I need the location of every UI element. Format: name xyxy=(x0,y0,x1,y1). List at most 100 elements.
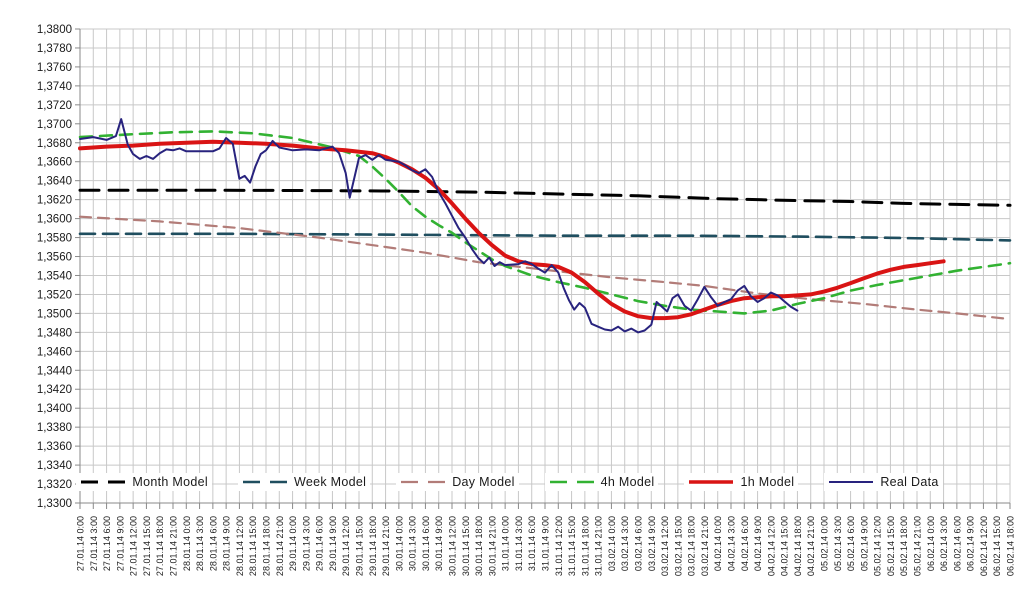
x-axis-label: 05.02.14 9:00 xyxy=(859,516,869,571)
x-axis-label: 31.01.14 21:00 xyxy=(594,516,604,576)
x-axis-label: 05.02.14 3:00 xyxy=(833,516,843,571)
y-axis-label: 1,3780 xyxy=(37,43,72,55)
y-axis-label: 1,3720 xyxy=(37,100,72,112)
x-axis-label: 27.01.14 21:00 xyxy=(169,516,179,576)
y-axis-label: 1,3740 xyxy=(37,81,72,93)
x-axis-label: 06.02.14 3:00 xyxy=(939,516,949,571)
x-axis-label: 27.01.14 0:00 xyxy=(76,516,86,571)
x-axis-label: 06.02.14 0:00 xyxy=(926,516,936,571)
x-axis-label: 06.02.14 6:00 xyxy=(952,516,962,571)
y-axis-label: 1,3380 xyxy=(37,422,72,434)
y-axis-label: 1,3480 xyxy=(37,327,72,339)
x-axis-label: 30.01.14 0:00 xyxy=(394,516,404,571)
x-axis-label: 29.01.14 3:00 xyxy=(301,516,311,571)
x-axis-label: 05.02.14 15:00 xyxy=(886,516,896,576)
x-axis-label: 31.01.14 18:00 xyxy=(580,516,590,576)
series-1h-model-line xyxy=(78,139,946,321)
x-axis-label: 03.02.14 15:00 xyxy=(673,516,683,576)
x-axis-label: 03.02.14 18:00 xyxy=(687,516,697,576)
x-axis-label: 04.02.14 6:00 xyxy=(740,516,750,571)
x-axis-label: 05.02.14 21:00 xyxy=(913,516,923,576)
x-axis-label: 29.01.14 21:00 xyxy=(381,516,391,576)
x-axis-label: 27.01.14 9:00 xyxy=(115,516,125,571)
x-axis-label: 04.02.14 18:00 xyxy=(793,516,803,576)
x-axis-label: 06.02.14 15:00 xyxy=(992,516,1002,576)
y-axis-label: 1,3640 xyxy=(37,176,72,188)
x-axis-label: 05.02.14 6:00 xyxy=(846,516,856,571)
y-axis-label: 1,3340 xyxy=(37,460,72,472)
x-axis-label: 28.01.14 12:00 xyxy=(235,516,245,576)
y-axis-label: 1,3540 xyxy=(37,270,72,282)
y-axis-label: 1,3320 xyxy=(37,479,72,491)
y-axis-label: 1,3700 xyxy=(37,119,72,131)
x-axis-label: 27.01.14 3:00 xyxy=(89,516,99,571)
x-axis-label: 30.01.14 12:00 xyxy=(448,516,458,576)
x-axis-label: 31.01.14 6:00 xyxy=(527,516,537,571)
y-axis-label: 1,3560 xyxy=(37,252,72,264)
x-axis-label: 28.01.14 0:00 xyxy=(182,516,192,571)
x-axis-label: 04.02.14 9:00 xyxy=(753,516,763,571)
y-axis-label: 1,3660 xyxy=(37,157,72,169)
x-axis-label: 03.02.14 21:00 xyxy=(700,516,710,576)
x-axis-label: 04.02.14 21:00 xyxy=(806,516,816,576)
y-axis-label: 1,3760 xyxy=(37,62,72,74)
x-axis-label: 27.01.14 12:00 xyxy=(129,516,139,576)
y-axis-label: 1,3520 xyxy=(37,289,72,301)
x-axis-label: 30.01.14 9:00 xyxy=(434,516,444,571)
x-axis-label: 05.02.14 18:00 xyxy=(899,516,909,576)
x-axis-label: 03.02.14 0:00 xyxy=(607,516,617,571)
series-lines xyxy=(78,118,1012,334)
y-axis-label: 1,3440 xyxy=(37,365,72,377)
x-axis-label: 30.01.14 3:00 xyxy=(408,516,418,571)
x-axis-label: 30.01.14 15:00 xyxy=(461,516,471,576)
x-axis-label: 31.01.14 0:00 xyxy=(501,516,511,571)
y-axis-label: 1,3620 xyxy=(37,195,72,207)
x-axis-label: 03.02.14 9:00 xyxy=(647,516,657,571)
x-axis-label: 30.01.14 18:00 xyxy=(474,516,484,576)
x-axis-label: 29.01.14 15:00 xyxy=(355,516,365,576)
x-axis-label: 04.02.14 3:00 xyxy=(727,516,737,571)
series-week-model-line xyxy=(78,232,1012,242)
x-axis-label: 28.01.14 3:00 xyxy=(195,516,205,571)
x-axis-label: 05.02.14 0:00 xyxy=(820,516,830,571)
x-axis-label: 06.02.14 12:00 xyxy=(979,516,989,576)
series-month-model-line xyxy=(78,188,1012,207)
y-axis-label: 1,3460 xyxy=(37,346,72,358)
y-axis-label: 1,3360 xyxy=(37,441,72,453)
x-axis-label: 06.02.14 18:00 xyxy=(1006,516,1016,576)
x-axis-label: 27.01.14 18:00 xyxy=(155,516,165,576)
x-axis-label: 29.01.14 9:00 xyxy=(328,516,338,571)
x-axis-label: 28.01.14 21:00 xyxy=(275,516,285,576)
x-axis-label: 28.01.14 6:00 xyxy=(208,516,218,571)
y-axis-label: 1,3400 xyxy=(37,403,72,415)
x-axis-label: 31.01.14 3:00 xyxy=(514,516,524,571)
x-axis-label: 28.01.14 9:00 xyxy=(222,516,232,571)
x-axis-label: 27.01.14 6:00 xyxy=(102,516,112,571)
y-axis-label: 1,3680 xyxy=(37,138,72,150)
x-axis-label: 03.02.14 12:00 xyxy=(660,516,670,576)
x-axis-labels: 27.01.14 0:00 27.01.14 3:00 27.01.14 6:00 2… xyxy=(76,516,1016,576)
x-axis-label: 28.01.14 18:00 xyxy=(262,516,272,576)
x-axis-label: 27.01.14 15:00 xyxy=(142,516,152,576)
x-axis-label: 31.01.14 9:00 xyxy=(541,516,551,571)
x-axis-label: 29.01.14 12:00 xyxy=(341,516,351,576)
x-axis-label: 31.01.14 15:00 xyxy=(567,516,577,576)
x-axis-label: 04.02.14 15:00 xyxy=(780,516,790,576)
y-axis-labels: 1,3800 1,3780 1,3760 1,3740 1,3720 1,3700 1,36… xyxy=(37,24,72,510)
y-axis-label: 1,3420 xyxy=(37,384,72,396)
x-axis-label: 04.02.14 12:00 xyxy=(766,516,776,576)
x-axis-label: 31.01.14 12:00 xyxy=(554,516,564,576)
axes xyxy=(75,28,1011,509)
x-axis-label: 29.01.14 6:00 xyxy=(315,516,325,571)
x-axis-label: 29.01.14 18:00 xyxy=(368,516,378,576)
x-axis-label: 06.02.14 9:00 xyxy=(966,516,976,571)
x-axis-label: 30.01.14 21:00 xyxy=(487,516,497,576)
x-axis-label: 05.02.14 12:00 xyxy=(873,516,883,576)
x-axis-label: 04.02.14 0:00 xyxy=(713,516,723,571)
series-real-data-line xyxy=(79,118,799,334)
y-axis-label: 1,3580 xyxy=(37,233,72,245)
x-axis-label: 29.01.14 0:00 xyxy=(288,516,298,571)
x-axis-label: 30.01.14 6:00 xyxy=(421,516,431,571)
